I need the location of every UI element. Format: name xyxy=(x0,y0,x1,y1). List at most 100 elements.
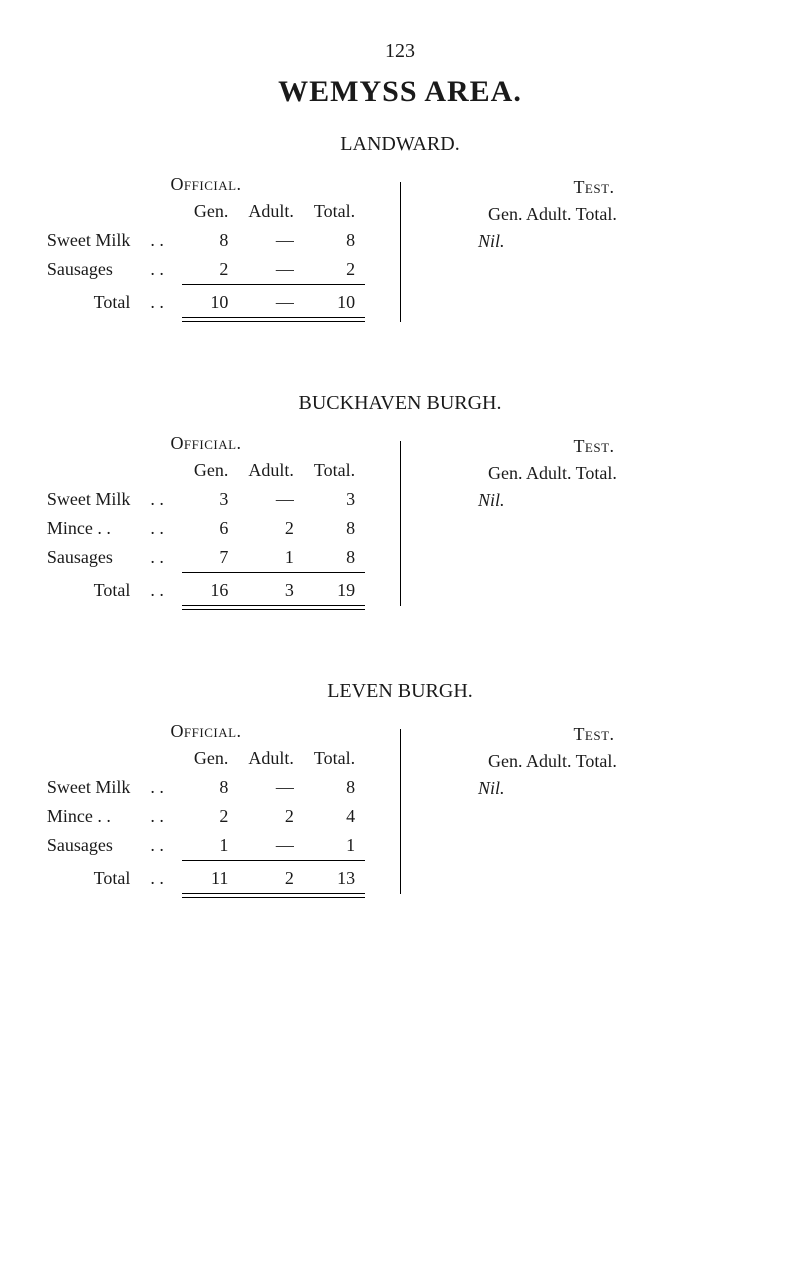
dots: . . xyxy=(140,485,182,514)
dots: . . xyxy=(140,573,182,606)
total-total: 19 xyxy=(304,573,365,606)
section: BUCKHAVEN BURGH. Official.Gen.Adult.Total… xyxy=(30,392,770,610)
official-column: Official.Gen.Adult.Total.Sweet Milk. .3—… xyxy=(30,433,400,610)
cell-total: 1 xyxy=(304,831,365,861)
dots: . . xyxy=(140,255,182,285)
two-column-layout: Official.Gen.Adult.Total.Sweet Milk. .8—… xyxy=(30,174,770,322)
cell-adult: — xyxy=(238,831,304,861)
row-label: Sausages xyxy=(47,543,141,573)
double-rule xyxy=(47,318,365,322)
row-label: Mince . . xyxy=(47,514,141,543)
total-gen: 10 xyxy=(182,285,238,318)
dots: . . xyxy=(140,543,182,573)
test-headers: Gen. Adult. Total. xyxy=(418,201,770,228)
test-label: Test. xyxy=(418,174,770,201)
cell-adult: — xyxy=(238,226,304,255)
table-header-row: Gen.Adult.Total. xyxy=(47,456,365,485)
page: 123 WEMYSS AREA. LANDWARD.Official.Gen.A… xyxy=(0,0,800,898)
cell-total: 4 xyxy=(304,802,365,831)
cell-gen: 3 xyxy=(182,485,238,514)
table-row: Sausages. .1—1 xyxy=(47,831,365,861)
section: LANDWARD.Official.Gen.Adult.Total.Sweet … xyxy=(30,133,770,322)
section-title: BUCKHAVEN BURGH. xyxy=(30,392,770,415)
official-label: Official. xyxy=(30,721,382,742)
col-header: Gen. xyxy=(182,197,238,226)
cell-adult: 1 xyxy=(238,543,304,573)
dots: . . xyxy=(140,226,182,255)
section-title: LANDWARD. xyxy=(30,133,770,156)
two-column-layout: Official.Gen.Adult.Total.Sweet Milk. .3—… xyxy=(30,433,770,610)
page-number: 123 xyxy=(30,40,770,63)
test-block: Test.Gen. Adult. Total.Nil. xyxy=(418,721,770,802)
total-adult: 3 xyxy=(238,573,304,606)
col-header: Adult. xyxy=(238,744,304,773)
row-label: Sweet Milk xyxy=(47,773,141,802)
total-row: Total. .16319 xyxy=(47,573,365,606)
official-column: Official.Gen.Adult.Total.Sweet Milk. .8—… xyxy=(30,174,400,322)
col-header: Adult. xyxy=(238,197,304,226)
table-header-row: Gen.Adult.Total. xyxy=(47,197,365,226)
cell-gen: 6 xyxy=(182,514,238,543)
row-label: Sausages xyxy=(47,255,141,285)
dots: . . xyxy=(140,861,182,894)
double-rule xyxy=(47,606,365,610)
total-adult: 2 xyxy=(238,861,304,894)
double-rule xyxy=(47,894,365,898)
two-column-layout: Official.Gen.Adult.Total.Sweet Milk. .8—… xyxy=(30,721,770,898)
cell-total: 8 xyxy=(304,226,365,255)
section-title: LEVEN BURGH. xyxy=(30,680,770,703)
table-row: Sweet Milk. .8—8 xyxy=(47,226,365,255)
table-row: Mince . .. .224 xyxy=(47,802,365,831)
dots: . . xyxy=(140,285,182,318)
test-column: Test.Gen. Adult. Total.Nil. xyxy=(400,174,770,322)
table-header-row: Gen.Adult.Total. xyxy=(47,744,365,773)
row-label: Sausages xyxy=(47,831,141,861)
sections-container: LANDWARD.Official.Gen.Adult.Total.Sweet … xyxy=(30,133,770,898)
cell-adult: 2 xyxy=(238,514,304,543)
official-column: Official.Gen.Adult.Total.Sweet Milk. .8—… xyxy=(30,721,400,898)
test-headers: Gen. Adult. Total. xyxy=(418,748,770,775)
total-label: Total xyxy=(47,285,141,318)
test-column: Test.Gen. Adult. Total.Nil. xyxy=(400,721,770,898)
row-label: Sweet Milk xyxy=(47,485,141,514)
col-header: Total. xyxy=(304,744,365,773)
cell-gen: 8 xyxy=(182,226,238,255)
test-block: Test.Gen. Adult. Total.Nil. xyxy=(418,174,770,255)
cell-adult: — xyxy=(238,485,304,514)
official-table: Gen.Adult.Total.Sweet Milk. .8—8Mince . … xyxy=(47,744,365,898)
cell-gen: 1 xyxy=(182,831,238,861)
total-row: Total. .11213 xyxy=(47,861,365,894)
dots: . . xyxy=(140,802,182,831)
cell-adult: 2 xyxy=(238,802,304,831)
row-label: Mince . . xyxy=(47,802,141,831)
col-header: Adult. xyxy=(238,456,304,485)
cell-total: 8 xyxy=(304,543,365,573)
cell-gen: 2 xyxy=(182,802,238,831)
col-header: Total. xyxy=(304,456,365,485)
total-total: 10 xyxy=(304,285,365,318)
table-row: Sweet Milk. .3—3 xyxy=(47,485,365,514)
test-block: Test.Gen. Adult. Total.Nil. xyxy=(418,433,770,514)
total-adult: — xyxy=(238,285,304,318)
table-row: Sweet Milk. .8—8 xyxy=(47,773,365,802)
dots: . . xyxy=(140,773,182,802)
total-label: Total xyxy=(47,573,141,606)
cell-gen: 8 xyxy=(182,773,238,802)
test-nil: Nil. xyxy=(418,487,770,514)
total-label: Total xyxy=(47,861,141,894)
table-row: Sausages. .718 xyxy=(47,543,365,573)
table-row: Sausages. .2—2 xyxy=(47,255,365,285)
official-label: Official. xyxy=(30,433,382,454)
test-nil: Nil. xyxy=(418,228,770,255)
total-gen: 16 xyxy=(182,573,238,606)
row-label: Sweet Milk xyxy=(47,226,141,255)
dots: . . xyxy=(140,831,182,861)
cell-adult: — xyxy=(238,255,304,285)
official-table: Gen.Adult.Total.Sweet Milk. .3—3Mince . … xyxy=(47,456,365,610)
cell-gen: 7 xyxy=(182,543,238,573)
section: LEVEN BURGH.Official.Gen.Adult.Total.Swe… xyxy=(30,680,770,898)
dots: . . xyxy=(140,514,182,543)
test-nil: Nil. xyxy=(418,775,770,802)
col-header: Gen. xyxy=(182,744,238,773)
test-label: Test. xyxy=(418,433,770,460)
